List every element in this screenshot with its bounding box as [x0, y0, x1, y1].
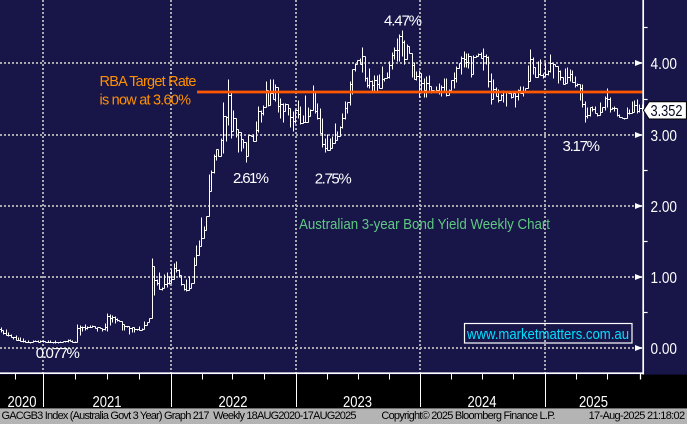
svg-text:2021: 2021 — [93, 394, 122, 411]
svg-text:3.352: 3.352 — [651, 103, 683, 120]
svg-text:2024: 2024 — [468, 394, 497, 411]
svg-text:Australian 3-year Bond Yield W: Australian 3-year Bond Yield Weekly Char… — [299, 217, 550, 233]
svg-text:2023: 2023 — [343, 394, 372, 411]
svg-text:is now at 3.60%: is now at 3.60% — [100, 92, 192, 108]
svg-text:2025: 2025 — [579, 394, 608, 411]
svg-text:17-Aug-2025 21:18:02: 17-Aug-2025 21:18:02 — [589, 410, 686, 422]
svg-text:3.17%: 3.17% — [563, 138, 601, 155]
svg-text:2.61%: 2.61% — [233, 170, 269, 187]
svg-text:0.00: 0.00 — [651, 341, 678, 358]
svg-text:Copyright© 2025 Bloomberg Fina: Copyright© 2025 Bloomberg Finance L.P. — [381, 410, 555, 422]
svg-text:1.00: 1.00 — [651, 270, 678, 287]
svg-text:RBA Target Rate: RBA Target Rate — [100, 74, 197, 90]
svg-text:2.75%: 2.75% — [315, 171, 352, 188]
svg-text:3.00: 3.00 — [651, 128, 678, 145]
svg-text:4.47%: 4.47% — [384, 13, 422, 30]
svg-text:www.marketmatters.com.au: www.marketmatters.com.au — [466, 326, 629, 343]
svg-text:2020: 2020 — [8, 394, 37, 411]
svg-text:4.00: 4.00 — [651, 56, 678, 73]
svg-text:GACGB3 Index (Australia Govt 3: GACGB3 Index (Australia Govt 3 Year) Gra… — [2, 410, 357, 422]
svg-text:2022: 2022 — [219, 394, 248, 411]
svg-text:0.077%: 0.077% — [36, 345, 80, 362]
svg-text:2.00: 2.00 — [651, 199, 678, 216]
